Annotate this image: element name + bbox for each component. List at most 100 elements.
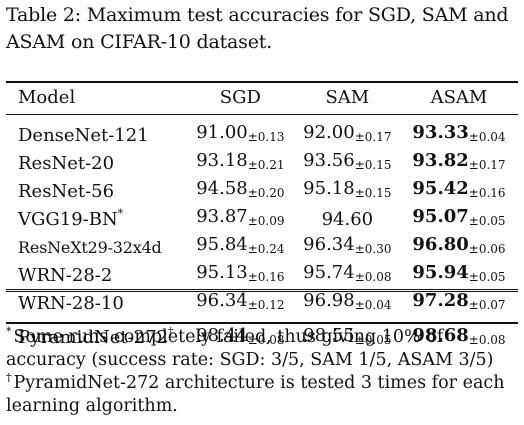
cell-sam-value: 94.60 (321, 208, 374, 230)
table-caption: Table 2: Maximum test accuracies for SGD… (6, 4, 509, 53)
table-row: DenseNet-121 91.00±0.13 92.00±0.17 93.33±0.… (6, 121, 518, 149)
table-row: ResNet-56 94.58±0.20 95.18±0.15 95.42±0.16 (6, 177, 518, 205)
cell-sam: 96.98±0.04 (295, 289, 400, 317)
mid-rule-2 (6, 291, 518, 292)
cell-sgd-value: 91.00 (196, 122, 248, 143)
cell-sgd-std: ±0.13 (247, 130, 285, 144)
cell-model: DenseNet-121 (6, 121, 186, 149)
table-row: PyramidNet-272† 98.44±0.08 98.55±0.05 98.68… (6, 321, 518, 355)
cell-asam-value: 93.82 (412, 150, 469, 171)
model-name: VGG19-BN (18, 208, 118, 230)
cell-sam-std: ±0.15 (354, 158, 392, 172)
bottom-rule (6, 322, 518, 324)
cell-sgd-std: ±0.08 (247, 333, 285, 347)
cell-model: PyramidNet-272† (6, 321, 186, 355)
header-sgd: SGD (219, 87, 261, 108)
cell-asam: 95.94±0.05 (400, 261, 518, 289)
cell-sgd-std: ±0.24 (247, 242, 285, 256)
footnote-1-text: Some runs completely failed, thus giving… (6, 327, 494, 370)
cell-sam-value: 95.18 (303, 178, 355, 199)
cell-sam-std: ±0.30 (354, 242, 392, 256)
cell-sgd-value: 95.13 (196, 262, 248, 283)
model-name: WRN-28-10 (18, 292, 124, 314)
cell-asam-std: ±0.17 (468, 158, 506, 172)
cell-sgd-std: ±0.12 (247, 298, 285, 312)
cell-asam: 93.82±0.17 (400, 149, 518, 177)
cell-sgd-value: 96.34 (196, 290, 248, 311)
cell-asam-std: ±0.06 (468, 242, 506, 256)
table-body: DenseNet-121 91.00±0.13 92.00±0.17 93.33±0.… (6, 113, 518, 355)
cell-sgd-value: 93.87 (196, 206, 248, 227)
cell-asam-value: 95.07 (412, 206, 469, 227)
cell-asam: 97.28±0.07 (400, 289, 518, 317)
cell-sam-value: 96.98 (303, 290, 355, 311)
model-name: ResNet-56 (18, 180, 115, 202)
cell-sgd: 96.34±0.12 (186, 289, 295, 317)
cell-sam-std: ±0.08 (354, 270, 392, 284)
model-name: ResNeXt29-32x4d (18, 237, 162, 257)
footnote-2-mark: † (6, 371, 12, 384)
cell-sam: 95.74±0.08 (295, 261, 400, 289)
cell-sam-std: ±0.15 (354, 186, 392, 200)
cell-sgd-std: ±0.20 (247, 186, 285, 200)
cell-sgd: 98.44±0.08 (186, 321, 295, 355)
cell-sgd: 91.00±0.13 (186, 121, 295, 149)
header-rule (6, 114, 518, 115)
cell-sgd: 93.87±0.09 (186, 205, 295, 233)
cell-sgd: 94.58±0.20 (186, 177, 295, 205)
cell-asam: 95.07±0.05 (400, 205, 518, 233)
model-name: ResNet-20 (18, 152, 115, 174)
footnote-2-text: PyramidNet-272 architecture is tested 3 … (6, 373, 505, 416)
table-row: VGG19-BN* 93.87±0.09 94.60 95.07±0.05 (6, 205, 518, 233)
cell-model: WRN-28-2 (6, 261, 186, 289)
cell-sgd-value: 95.84 (196, 234, 248, 255)
table-row: WRN-28-10 96.34±0.12 96.98±0.04 97.28±0.07 (6, 289, 518, 317)
cell-sam: 92.00±0.17 (295, 121, 400, 149)
cell-sam-value: 93.56 (303, 150, 355, 171)
footnote-1: * Some runs completely failed, thus givin… (6, 326, 522, 372)
cell-sam: 98.55±0.05 (295, 321, 400, 355)
cell-asam-std: ±0.05 (468, 270, 506, 284)
table-row: ResNeXt29-32x4d 95.84±0.24 96.34±0.30 96.80… (6, 233, 518, 261)
cell-asam: 95.42±0.16 (400, 177, 518, 205)
cell-asam-value: 95.94 (412, 262, 469, 283)
results-table: Model SGD SAM ASAM DenseNet-121 91.00±0.1… (6, 83, 518, 355)
model-mark: * (117, 206, 124, 220)
header-sam: SAM (325, 87, 370, 108)
cell-sgd: 93.18±0.21 (186, 149, 295, 177)
header-row: Model SGD SAM ASAM (6, 83, 518, 113)
cell-sam: 93.56±0.15 (295, 149, 400, 177)
cell-asam: 96.80±0.06 (400, 233, 518, 261)
model-name: WRN-28-2 (18, 264, 113, 286)
footnote-2: † PyramidNet-272 architecture is tested 3… (6, 372, 522, 418)
header-model: Model (18, 87, 76, 108)
cell-sam: 94.60 (295, 205, 400, 233)
header-asam: ASAM (430, 87, 488, 108)
cell-model: VGG19-BN* (6, 205, 186, 233)
cell-asam-std: ±0.16 (468, 186, 506, 200)
cell-sam: 95.18±0.15 (295, 177, 400, 205)
cell-sam-value: 92.00 (303, 122, 355, 143)
cell-asam-value: 95.42 (412, 178, 469, 199)
cell-sam-std: ±0.05 (354, 333, 392, 347)
mid-rule (6, 289, 518, 290)
cell-sgd: 95.13±0.16 (186, 261, 295, 289)
cell-sgd-value: 98.44 (196, 325, 248, 346)
cell-model: ResNet-20 (6, 149, 186, 177)
cell-model: ResNeXt29-32x4d (6, 233, 186, 261)
cell-sam: 96.34±0.30 (295, 233, 400, 261)
cell-asam-value: 97.28 (412, 290, 469, 311)
cell-asam-value: 98.68 (412, 325, 469, 346)
model-name: DenseNet-121 (18, 124, 149, 146)
cell-model: WRN-28-10 (6, 289, 186, 317)
footnote-1-mark: * (6, 325, 12, 338)
model-mark: † (168, 325, 174, 338)
cell-sam-std: ±0.04 (354, 298, 392, 312)
cell-sam-std: ±0.17 (354, 130, 392, 144)
cell-asam-std: ±0.04 (468, 130, 506, 144)
cell-sam-value: 96.34 (303, 234, 355, 255)
table-row: WRN-28-2 95.13±0.16 95.74±0.08 95.94±0.05 (6, 261, 518, 289)
footnotes: * Some runs completely failed, thus givin… (6, 326, 522, 418)
cell-sgd-std: ±0.21 (247, 158, 285, 172)
